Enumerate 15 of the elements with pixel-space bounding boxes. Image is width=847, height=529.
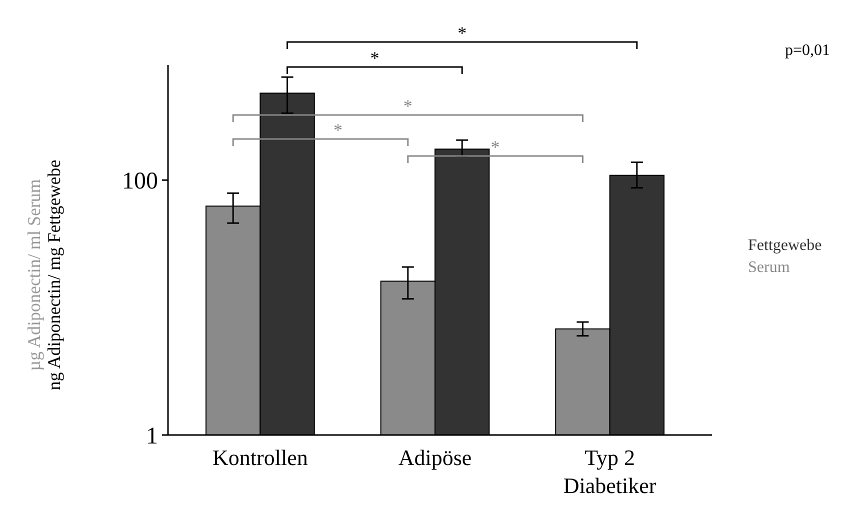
text: p=0,01 <box>785 42 830 59</box>
x-tick-label: Adipöse <box>398 445 472 470</box>
text: * <box>458 23 467 43</box>
text: Fettgewebe <box>748 237 822 254</box>
y-tick-label: 100 <box>122 168 158 194</box>
y-axis-title: ng Adiponectin/ mg Fettgewebe <box>44 160 64 390</box>
annotation: * <box>490 137 500 157</box>
x-tick-label: Typ 2 Diabetiker <box>563 445 657 498</box>
annotation: * <box>403 96 412 116</box>
y-tick-label: 1 <box>146 423 158 450</box>
annotation: * <box>370 48 380 68</box>
text: µg Adiponectin/ ml Serum <box>24 179 44 371</box>
text: Serum <box>748 259 790 276</box>
annotation: * <box>333 120 342 140</box>
x-tick-label: Kontrollen <box>212 445 308 470</box>
